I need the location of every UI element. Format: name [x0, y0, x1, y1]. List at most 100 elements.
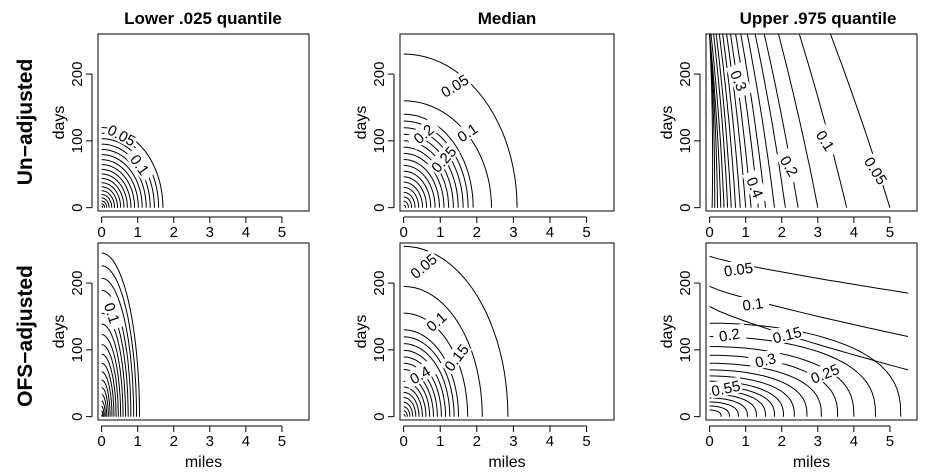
row-title-unadjusted: Un−adjusted — [14, 59, 37, 186]
contour-line — [101, 394, 108, 417]
contour-label-bg — [769, 322, 805, 346]
y-tick-label: 200 — [371, 271, 388, 296]
contour-line — [403, 191, 416, 208]
contour-line — [403, 343, 451, 417]
contour-label-bg — [708, 376, 743, 399]
contour-line — [403, 312, 469, 417]
x-tick-label: 3 — [206, 224, 214, 241]
x-tick-label: 4 — [546, 224, 554, 241]
x-tick-label: 0 — [399, 433, 407, 450]
y-tick-label: 200 — [69, 271, 86, 296]
contour-line — [101, 164, 136, 208]
contour-line — [101, 203, 105, 208]
plot-frame — [399, 33, 615, 212]
contour-label-bg — [401, 359, 438, 390]
y-tick-label: 200 — [677, 271, 694, 296]
x-tick-label: 1 — [436, 433, 444, 450]
x-tick-label: 5 — [278, 433, 286, 450]
contour-label-bg — [405, 249, 441, 283]
x-tick-label: 1 — [134, 433, 142, 450]
contour-line — [709, 354, 839, 417]
x-tick-label: 3 — [509, 224, 517, 241]
contour-line — [403, 159, 440, 208]
contour-line — [101, 190, 115, 208]
contour-label-bg — [747, 347, 783, 372]
contour-label-bg — [861, 152, 892, 189]
contour-line — [101, 405, 105, 417]
contour-line — [101, 400, 106, 417]
x-tick-label: 0 — [97, 224, 105, 241]
contour-line — [403, 410, 408, 417]
contour-line — [101, 182, 122, 208]
contour-line — [403, 391, 420, 417]
y-axis-label: days — [51, 106, 68, 140]
contour-line — [709, 322, 902, 417]
y-axis-label: days — [51, 315, 68, 349]
contour-label: 0.1 — [100, 301, 123, 326]
x-tick-label: 3 — [206, 433, 214, 450]
x-tick-label: 2 — [170, 433, 178, 450]
contour-lines — [101, 252, 140, 417]
plot-frame — [97, 33, 310, 212]
x-tick-label: 0 — [399, 224, 407, 241]
panel-6: 0.050.10.2 0.150.3 0.250.550 1 2 3 4 50100200da… — [659, 242, 918, 471]
contour-line — [101, 159, 139, 208]
y-axis-label: days — [353, 106, 370, 140]
contour-label: 0.3 — [753, 350, 777, 372]
contour-line — [403, 196, 413, 208]
x-tick-label: 1 — [742, 433, 750, 450]
y-tick-label: 100 — [69, 128, 86, 153]
contour-label-bg — [104, 120, 140, 150]
x-tick-label: 0 — [705, 224, 713, 241]
x-tick-label: 4 — [546, 433, 554, 450]
y-tick-label: 100 — [677, 128, 694, 153]
x-axis-label: miles — [488, 454, 525, 471]
contour-line — [778, 34, 819, 208]
contour-line — [713, 34, 729, 208]
contour-line — [709, 401, 739, 417]
contour-line — [403, 164, 436, 208]
contour-line — [403, 204, 407, 208]
contour-label: 0.25 — [428, 143, 460, 176]
contour-label: 0.3 — [726, 68, 750, 94]
y-tick-label: 0 — [371, 412, 388, 420]
contour-line — [101, 410, 104, 417]
contour-label: 0.55 — [710, 378, 742, 401]
x-tick-label: 3 — [814, 224, 822, 241]
contour-line — [709, 34, 722, 208]
contour-line — [101, 186, 118, 208]
contour-line — [403, 406, 411, 417]
contour-line — [101, 362, 115, 417]
contour-label: 0.15 — [771, 324, 803, 348]
contour-line — [403, 53, 518, 208]
contour-line — [101, 289, 132, 417]
x-tick-label: 4 — [850, 433, 858, 450]
contour-label-bg — [449, 116, 485, 148]
y-tick-label: 200 — [371, 62, 388, 87]
contour-line — [101, 414, 103, 417]
contour-line — [709, 369, 808, 417]
contour-label-bg — [774, 147, 805, 184]
contour-line — [403, 176, 428, 208]
contour-line — [746, 34, 775, 208]
contour-line — [754, 34, 786, 208]
y-tick-label: 100 — [69, 337, 86, 362]
x-tick-label: 0 — [97, 433, 105, 450]
contour-line — [403, 401, 414, 417]
contour-lines — [709, 34, 891, 208]
contour-line — [101, 205, 104, 208]
contour-line — [101, 197, 110, 208]
panel-4: 0.1 0 1 2 3 4 5 0 100 200 days miles — [51, 242, 310, 471]
x-tick-label: 1 — [436, 224, 444, 241]
contour-label: 0.2 — [718, 325, 741, 345]
contour-label-bg — [810, 122, 842, 159]
contour-label: 0.05 — [723, 260, 754, 281]
contour-line — [101, 323, 124, 417]
contour-line — [709, 375, 795, 417]
x-tick-label: 3 — [509, 433, 517, 450]
contour-line — [101, 277, 135, 417]
contour-line — [403, 397, 417, 417]
contour-label-bg — [712, 323, 747, 345]
contour-line — [101, 154, 143, 208]
